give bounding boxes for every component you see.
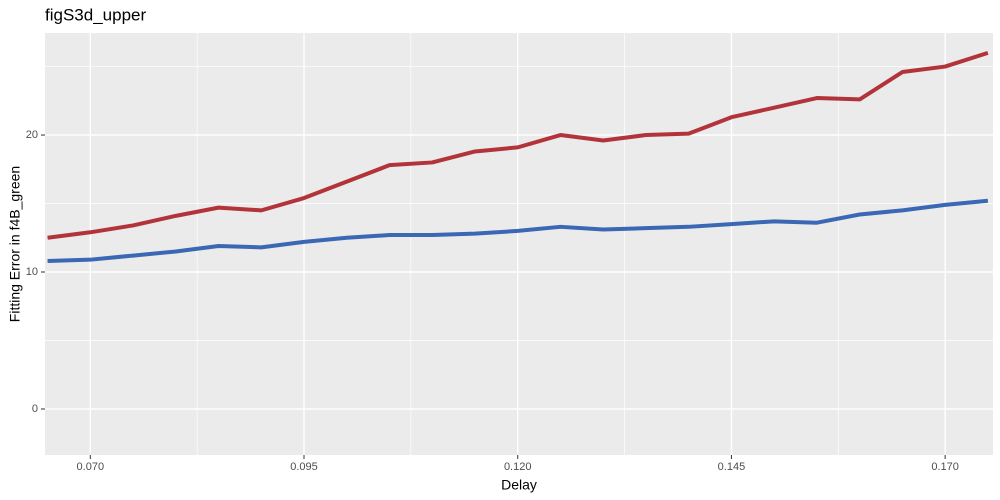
y-tick-label: 20 <box>26 129 38 141</box>
line-series <box>47 50 989 240</box>
x-tick-label: 0.120 <box>504 461 532 473</box>
y-tick-label: 10 <box>26 266 38 278</box>
chart-title: figS3d_upper <box>45 5 146 24</box>
x-tick-label: 0.070 <box>77 461 105 473</box>
y-tick-label: 0 <box>32 403 38 415</box>
y-axis-title: Fitting Error in f4B_green <box>7 166 23 322</box>
x-axis-title: Delay <box>501 477 537 493</box>
x-tick-label: 0.145 <box>718 461 746 473</box>
line-series <box>47 198 989 264</box>
x-tick-label: 0.095 <box>290 461 318 473</box>
panel <box>45 33 993 455</box>
x-tick-label: 0.170 <box>931 461 959 473</box>
